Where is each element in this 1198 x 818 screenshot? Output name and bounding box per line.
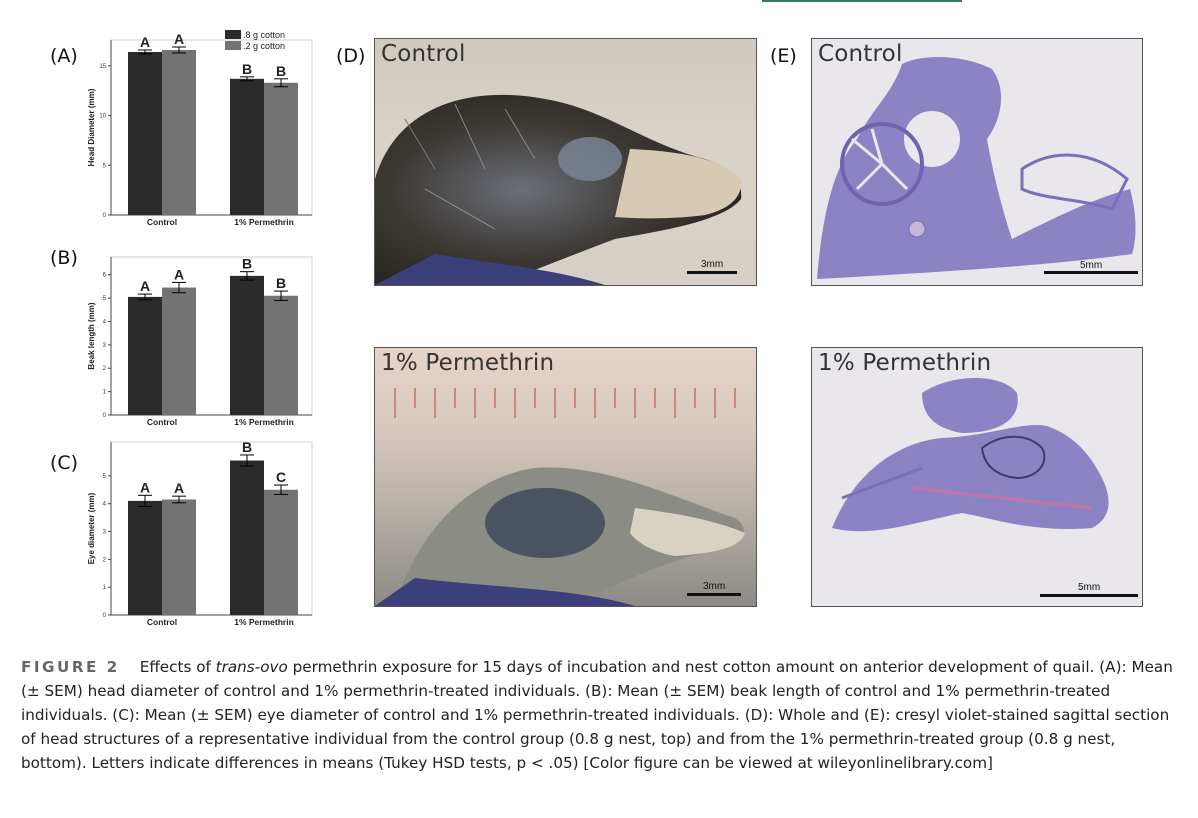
figure-label: FIGURE 2	[21, 658, 120, 676]
brain-section-illustration-control	[817, 57, 1136, 280]
bar	[162, 49, 196, 215]
bar	[264, 295, 298, 415]
photo-e-bottom-title: 1% Permethrin	[818, 350, 992, 376]
scale-bar-label: 5mm	[1080, 260, 1103, 271]
quail-head-illustration-permethrin	[375, 388, 745, 606]
scale-bar-label: 3mm	[703, 581, 726, 592]
panel-label-a: (A)	[50, 45, 78, 67]
brain-section-illustration-permethrin	[832, 378, 1109, 532]
y-tick-label: 0	[103, 613, 107, 619]
caption-text-1: Effects of	[139, 658, 216, 676]
x-tick-label: Control	[147, 217, 177, 227]
legend-label: .8 g cotton	[243, 30, 285, 40]
panel-label-b: (B)	[50, 247, 78, 269]
x-tick-label: Control	[147, 617, 177, 627]
y-tick-label: 0	[103, 213, 107, 219]
y-tick-label: 5	[103, 474, 107, 480]
y-tick-label: 10	[99, 114, 106, 120]
x-tick-label: 1% Permethrin	[234, 217, 294, 227]
panel-label-e: (E)	[770, 45, 797, 67]
legend-swatch	[225, 30, 241, 39]
panel-label-c: (C)	[50, 452, 79, 474]
photo-d-top-title: Control	[381, 41, 466, 67]
y-tick-label: 1	[103, 585, 107, 591]
scale-bar	[1044, 271, 1138, 274]
x-tick-label: 1% Permethrin	[234, 617, 294, 627]
y-axis-label: Head Diameter (mm)	[87, 88, 96, 166]
significance-letter: A	[174, 480, 184, 496]
y-tick-label: 3	[103, 530, 107, 536]
y-tick-label: 4	[103, 502, 107, 508]
y-tick-label: 2	[103, 366, 107, 372]
chart-a-head-diameter: 0 5 10 15 Head Diameter (mm) A A Control B B 1% Pe…	[87, 30, 313, 227]
significance-letter: B	[242, 439, 252, 455]
significance-letter: B	[242, 61, 252, 77]
y-tick-label: 15	[99, 64, 106, 70]
photo-d-control: Control 3mm	[374, 38, 757, 286]
legend-swatch	[225, 41, 241, 50]
histology-e-control: Control 5mm	[811, 38, 1143, 286]
y-tick-label: 5	[103, 163, 107, 169]
y-tick-label: 4	[103, 319, 107, 325]
scale-bar	[687, 271, 737, 274]
x-tick-label: Control	[147, 417, 177, 427]
photo-d-bottom-title: 1% Permethrin	[381, 350, 555, 376]
y-axis-label: Eye diameter (mm)	[87, 492, 96, 564]
bar	[230, 460, 264, 615]
significance-letter: C	[276, 469, 286, 485]
bar	[128, 51, 162, 215]
caption-italic: trans-ovo	[215, 658, 288, 676]
y-axis-label: Beak length (mm)	[87, 302, 96, 369]
x-tick-label: 1% Permethrin	[234, 417, 294, 427]
scale-bar	[1040, 594, 1138, 597]
caption-text-2: permethrin exposure for 15 days of incub…	[21, 658, 1173, 772]
bar	[230, 78, 264, 215]
scale-bar-label: 5mm	[1078, 582, 1101, 593]
histology-e-permethrin: 1% Permethrin 5mm	[811, 347, 1143, 607]
bar	[264, 82, 298, 215]
significance-letter: B	[242, 256, 252, 272]
quail-head-illustration-control	[375, 94, 742, 285]
significance-letter: B	[276, 275, 286, 291]
significance-letter: A	[174, 266, 184, 282]
bar	[230, 275, 264, 415]
scale-bar-label: 3mm	[701, 259, 724, 270]
significance-letter: A	[140, 479, 150, 495]
bar	[162, 287, 196, 415]
significance-letter: A	[140, 34, 150, 50]
legend-label: .2 g cotton	[243, 41, 285, 51]
top-accent-line	[762, 0, 962, 2]
panel-label-d: (D)	[336, 45, 366, 67]
chart-c-eye-diameter: 0 1 2 3 4 5 Eye diameter (mm) A A Control B C 1% Per…	[87, 439, 313, 627]
figure-caption: FIGURE 2 Effects of trans-ovo permethrin …	[21, 655, 1181, 775]
significance-letter: B	[276, 63, 286, 79]
chart-b-beak-length: 0 1 2 3 4 5 6 Beak length (mm) A A Control B B 1% Per…	[87, 256, 313, 427]
significance-letter: A	[140, 278, 150, 294]
y-tick-label: 2	[103, 557, 107, 563]
bar	[128, 500, 162, 615]
photo-d-permethrin: 1% Permethrin 3mm	[374, 347, 757, 607]
y-tick-label: 1	[103, 390, 107, 396]
scale-bar	[687, 593, 741, 596]
y-tick-label: 5	[103, 296, 107, 302]
bar	[162, 499, 196, 615]
y-tick-label: 0	[103, 413, 107, 419]
significance-letter: A	[174, 31, 184, 47]
bar	[128, 296, 162, 415]
photo-e-top-title: Control	[818, 41, 903, 67]
bar	[264, 489, 298, 615]
y-tick-label: 6	[103, 273, 107, 279]
y-tick-label: 3	[103, 343, 107, 349]
